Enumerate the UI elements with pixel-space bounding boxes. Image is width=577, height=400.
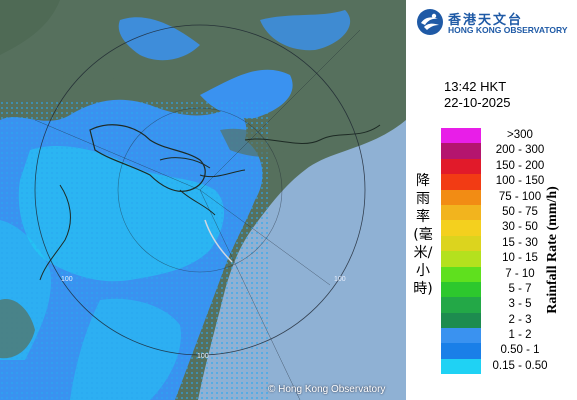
logo-text-en: HONG KONG OBSERVATORY xyxy=(448,25,568,35)
legend-row: 75 - 100 xyxy=(441,189,571,205)
coastline-east xyxy=(244,124,381,144)
radar-map-svg: 100 100 100 xyxy=(0,0,406,400)
copyright-notice: © Hong Kong Observatory xyxy=(268,384,386,395)
legend-label: 0.50 - 1 xyxy=(500,344,540,357)
range-spoke xyxy=(199,189,301,400)
legend-row: 150 - 200 xyxy=(441,158,571,175)
land-patch-sw xyxy=(0,299,35,359)
rain-area-medium-far-ne xyxy=(260,10,351,51)
range-label: 100 xyxy=(197,353,209,360)
legend-swatch xyxy=(441,128,481,144)
legend-label: >300 xyxy=(507,129,533,141)
legend-label: 150 - 200 xyxy=(495,159,545,172)
legend-swatch xyxy=(441,312,481,329)
legend-row: 0.15 - 0.50 xyxy=(441,358,571,375)
coastline-west xyxy=(39,184,71,281)
legend-title-en: Rainfall Rate (mm/h) xyxy=(545,186,560,314)
legend-label: 5 - 7 xyxy=(508,282,532,295)
legend-row: 100 - 150 xyxy=(441,174,571,190)
legend-panel xyxy=(406,0,577,400)
legend-swatch xyxy=(441,235,481,252)
channel-line xyxy=(204,219,233,263)
logo-text-zh: 香港天文台 xyxy=(448,13,524,28)
legend-label: 0.15 - 0.50 xyxy=(492,359,548,372)
legend-swatch xyxy=(441,343,481,359)
rain-area-medium-n xyxy=(118,17,200,61)
legend-swatch xyxy=(441,158,481,175)
legend-label: 15 - 30 xyxy=(502,236,538,249)
legend-row: 3 - 5 xyxy=(441,297,571,313)
legend-label: 2 - 3 xyxy=(508,313,532,326)
legend-row: 15 - 30 xyxy=(441,235,571,252)
legend-label: 30 - 50 xyxy=(502,221,538,234)
legend-swatch xyxy=(441,204,481,221)
coastline-bay xyxy=(89,124,206,192)
legend-label: 1 - 2 xyxy=(508,329,532,342)
legend-label: 7 - 10 xyxy=(505,267,535,280)
legend-label: 100 - 150 xyxy=(495,175,545,188)
legend-swatch xyxy=(441,297,481,313)
legend-row: 200 - 300 xyxy=(441,143,571,159)
radar-map[interactable]: 100 100 100 © Hong Kong Observatory xyxy=(0,0,406,400)
legend-row: 10 - 15 xyxy=(441,251,571,267)
legend-row: >300 xyxy=(441,128,571,144)
legend-swatch xyxy=(441,189,481,205)
legend-row: 7 - 10 xyxy=(441,266,571,282)
legend-swatch xyxy=(441,328,481,344)
coastline-islands xyxy=(159,157,246,216)
hko-logo-icon xyxy=(417,9,443,35)
range-spoke xyxy=(34,119,201,191)
legend-row: 50 - 75 xyxy=(441,204,571,221)
land-patch-n xyxy=(60,52,118,86)
timestamp-date: 22-10-2025 xyxy=(444,95,511,110)
rain-speckle xyxy=(0,100,270,400)
range-label: 100 xyxy=(334,276,346,283)
legend-row: 30 - 50 xyxy=(441,220,571,236)
legend-title-zh: 降雨率(毫米/小時) xyxy=(413,173,433,297)
land-patch-mid xyxy=(220,128,285,157)
legend-label: 75 - 100 xyxy=(498,190,542,203)
hko-logo: 香港天文台 HONG KONG OBSERVATORY xyxy=(416,8,574,38)
rainfall-legend: >300 200 - 300 150 - 200 100 - 150 75 - 100 5… xyxy=(441,128,571,375)
land-area-nw xyxy=(0,0,60,55)
legend-swatch xyxy=(441,266,481,282)
legend-label: 10 - 15 xyxy=(502,252,538,265)
legend-row: 2 - 3 xyxy=(441,312,571,329)
legend-row: 1 - 2 xyxy=(441,328,571,344)
legend-swatch xyxy=(441,143,481,159)
legend-label: 200 - 300 xyxy=(495,144,545,157)
legend-swatch xyxy=(441,174,481,190)
legend-label: 50 - 75 xyxy=(502,205,538,218)
range-spoke xyxy=(199,29,361,191)
legend-row: 5 - 7 xyxy=(441,281,571,298)
range-label: 100 xyxy=(61,276,73,283)
timestamp-time: 13:42 HKT xyxy=(444,79,507,94)
legend-row: 0.50 - 1 xyxy=(441,343,571,359)
legend-label: 3 - 5 xyxy=(508,298,532,311)
range-ring-inner xyxy=(117,107,283,273)
legend-swatch xyxy=(441,358,481,375)
range-spoke xyxy=(199,189,331,286)
legend-swatch xyxy=(441,220,481,236)
legend-swatch xyxy=(441,281,481,298)
legend-swatch xyxy=(441,251,481,267)
range-ring-outer xyxy=(34,24,366,356)
